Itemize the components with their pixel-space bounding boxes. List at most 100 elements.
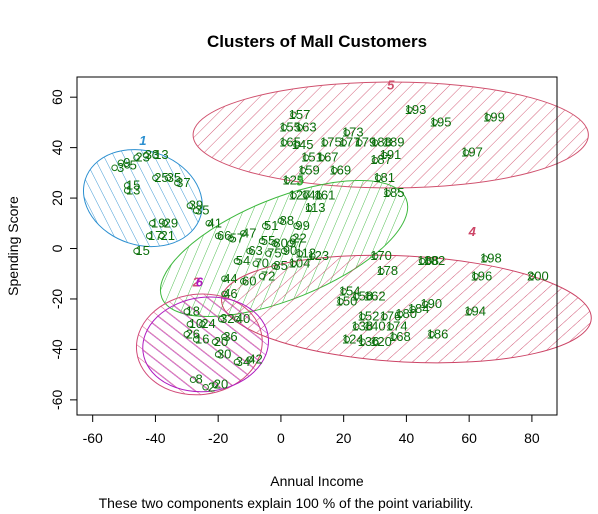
point-label: 152	[358, 309, 380, 324]
point-label: 40	[236, 311, 250, 326]
data-point	[359, 313, 366, 320]
point-label: 165	[279, 135, 301, 150]
data-point	[123, 182, 131, 189]
data-point	[365, 323, 373, 331]
point-label: 186	[427, 326, 449, 341]
data-point	[305, 204, 313, 212]
point-label: 19	[151, 215, 165, 230]
point-label: 113	[305, 200, 326, 215]
point-label: 51	[264, 218, 278, 233]
y-tick-label: 60	[49, 89, 65, 105]
point-label: 150	[336, 293, 358, 308]
data-point	[239, 278, 247, 285]
point-label: 145	[292, 137, 314, 152]
data-point	[390, 333, 398, 341]
cluster-label-2: 2	[192, 274, 201, 289]
chart-title: Clusters of Mall Customers	[207, 32, 427, 51]
data-point	[280, 124, 288, 131]
data-point	[406, 106, 413, 114]
point-label: 72	[261, 268, 275, 283]
data-point	[337, 298, 344, 305]
cluster-label-5: 5	[387, 78, 395, 93]
point-label: 162	[364, 288, 386, 303]
point-label: 188	[417, 253, 439, 268]
data-point	[484, 114, 492, 121]
point-label: 168	[389, 329, 411, 344]
point-label: 70	[255, 256, 269, 271]
data-point	[211, 381, 219, 389]
point-label: 36	[223, 329, 237, 344]
point-label: 13	[154, 147, 168, 162]
data-point	[421, 300, 429, 308]
x-tick-label: -20	[208, 430, 228, 446]
data-point	[221, 333, 228, 341]
data-point	[371, 338, 379, 346]
data-point	[343, 129, 351, 136]
data-point	[117, 159, 125, 167]
point-label: 104	[289, 256, 311, 271]
data-point	[192, 336, 200, 343]
point-label: 8	[195, 372, 202, 387]
data-point	[192, 207, 200, 214]
data-point	[246, 247, 253, 255]
data-point	[183, 308, 191, 315]
data-point	[381, 151, 388, 159]
data-point	[371, 139, 379, 146]
point-label: 177	[339, 135, 361, 150]
data-point	[214, 351, 222, 358]
point-label: 158	[351, 288, 373, 303]
point-label: 18	[186, 304, 200, 319]
x-tick-label: 80	[524, 430, 540, 446]
data-point	[271, 240, 278, 247]
data-point	[321, 139, 329, 146]
data-point	[481, 255, 489, 262]
data-point	[431, 119, 438, 126]
cluster-labels: 1 5 3 4 26	[139, 78, 476, 290]
point-label: 138	[351, 319, 373, 334]
data-point	[280, 247, 288, 255]
point-label: 21	[160, 228, 174, 243]
point-label: 23	[135, 150, 149, 165]
data-point	[277, 217, 285, 225]
cluster-label-6: 6	[196, 274, 204, 289]
point-label: 42	[248, 352, 262, 367]
point-label: 175	[320, 135, 342, 150]
data-point	[296, 124, 304, 131]
point-label: 189	[383, 135, 405, 150]
point-label: 174	[386, 319, 408, 334]
point-label: 112	[295, 246, 316, 261]
point-label: 35	[195, 203, 209, 218]
point-label: 176	[380, 309, 402, 324]
cluster-label-3: 3	[296, 173, 304, 188]
point-label: 22	[292, 230, 306, 245]
point-label: 182	[424, 253, 446, 268]
point-label: 161	[314, 188, 336, 203]
data-point	[205, 219, 213, 227]
point-label: 13	[126, 183, 140, 198]
y-tick-label: -20	[49, 289, 65, 309]
data-point	[343, 336, 351, 343]
data-point	[465, 308, 473, 315]
point-label: 163	[295, 119, 317, 134]
data-point	[152, 151, 159, 159]
data-point	[258, 272, 266, 280]
data-point	[374, 174, 382, 182]
data-point	[183, 330, 191, 338]
data-point	[280, 139, 288, 146]
data-point	[356, 139, 363, 146]
x-axis-label: Annual Income	[270, 473, 364, 489]
data-point	[283, 177, 291, 184]
y-tick-label: -60	[49, 390, 65, 410]
point-label: 127	[289, 188, 311, 203]
data-point	[258, 237, 266, 245]
data-point	[340, 288, 347, 295]
point-label: 154	[339, 283, 361, 298]
data-point	[308, 252, 316, 260]
point-label: 200	[527, 268, 549, 283]
data-point	[199, 320, 206, 328]
point-label: 44	[223, 271, 237, 286]
data-point	[221, 290, 228, 298]
data-point	[142, 151, 150, 159]
data-point	[293, 222, 300, 230]
point-label: 20	[214, 334, 228, 349]
